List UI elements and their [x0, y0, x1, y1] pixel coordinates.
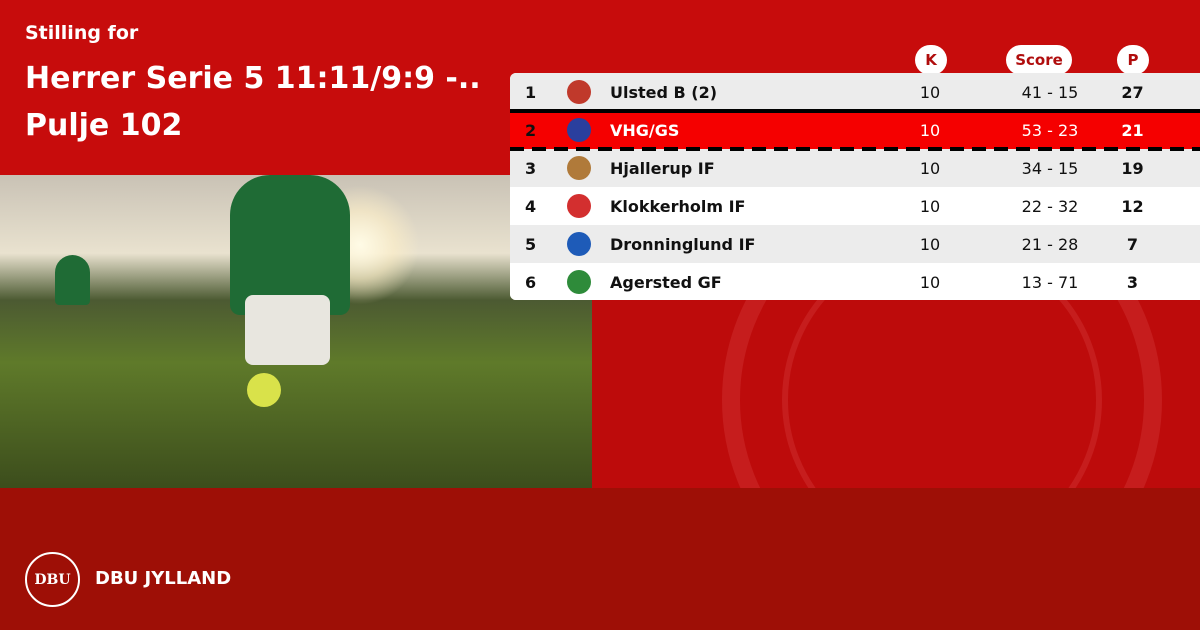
dbu-watermark — [592, 300, 1200, 488]
matches-played: 10 — [919, 82, 941, 102]
points: 12 — [1121, 196, 1144, 216]
table-row[interactable]: 2 VHG/GS 10 53 - 23 21 — [510, 111, 1200, 149]
position: 4 — [525, 196, 537, 216]
brand-name: DBU JYLLAND — [95, 568, 232, 589]
team-logo-icon — [567, 270, 591, 294]
table-row[interactable]: 5 Dronninglund IF 10 21 - 28 7 — [510, 225, 1200, 263]
goal-score: 53 - 23 — [1021, 120, 1079, 140]
team-name: Hjallerup IF — [610, 158, 715, 178]
page-subtitle: Stilling for — [25, 22, 139, 44]
points: 7 — [1126, 234, 1139, 254]
column-header-p: P — [1117, 45, 1149, 75]
column-header-score: Score — [1006, 45, 1072, 75]
position: 6 — [525, 272, 537, 292]
table-row[interactable]: 6 Agersted GF 10 13 - 71 3 — [510, 263, 1200, 300]
position: 3 — [525, 158, 537, 178]
team-name: Ulsted B (2) — [610, 82, 718, 102]
promotion-line — [510, 109, 1200, 113]
team-logo-icon — [567, 118, 591, 142]
goal-score: 13 - 71 — [1021, 272, 1079, 292]
team-name: Agersted GF — [610, 272, 722, 292]
team-logo-icon — [567, 194, 591, 218]
matches-played: 10 — [919, 234, 941, 254]
table-row[interactable]: 1 Ulsted B (2) 10 41 - 15 27 — [510, 73, 1200, 111]
table-row[interactable]: 4 Klokkerholm IF 10 22 - 32 12 — [510, 187, 1200, 225]
team-logo-icon — [567, 156, 591, 180]
goal-score: 41 - 15 — [1021, 82, 1079, 102]
matches-played: 10 — [919, 120, 941, 140]
matches-played: 10 — [919, 158, 941, 178]
table-row[interactable]: 3 Hjallerup IF 10 34 - 15 19 — [510, 149, 1200, 187]
team-logo-icon — [567, 80, 591, 104]
dbu-logo: DBU — [25, 552, 80, 607]
standings-table: 1 Ulsted B (2) 10 41 - 15 27 2 VHG/GS 10 … — [510, 73, 1200, 300]
team-name: Dronninglund IF — [610, 234, 756, 254]
points: 3 — [1126, 272, 1139, 292]
page-title: Herrer Serie 5 11:11/9:9 -.. Pulje 102 — [25, 61, 481, 143]
column-header-k: K — [915, 45, 947, 75]
team-logo-icon — [567, 232, 591, 256]
goal-score: 34 - 15 — [1021, 158, 1079, 178]
matches-played: 10 — [919, 196, 941, 216]
team-name: VHG/GS — [610, 120, 680, 140]
points: 27 — [1121, 82, 1144, 102]
playoff-line — [510, 147, 1200, 151]
position: 1 — [525, 82, 537, 102]
team-name: Klokkerholm IF — [610, 196, 746, 216]
points: 19 — [1121, 158, 1144, 178]
goal-score: 21 - 28 — [1021, 234, 1079, 254]
goal-score: 22 - 32 — [1021, 196, 1079, 216]
football-photo — [0, 175, 592, 488]
matches-played: 10 — [919, 272, 941, 292]
position: 2 — [525, 120, 537, 140]
position: 5 — [525, 234, 537, 254]
points: 21 — [1121, 120, 1144, 140]
